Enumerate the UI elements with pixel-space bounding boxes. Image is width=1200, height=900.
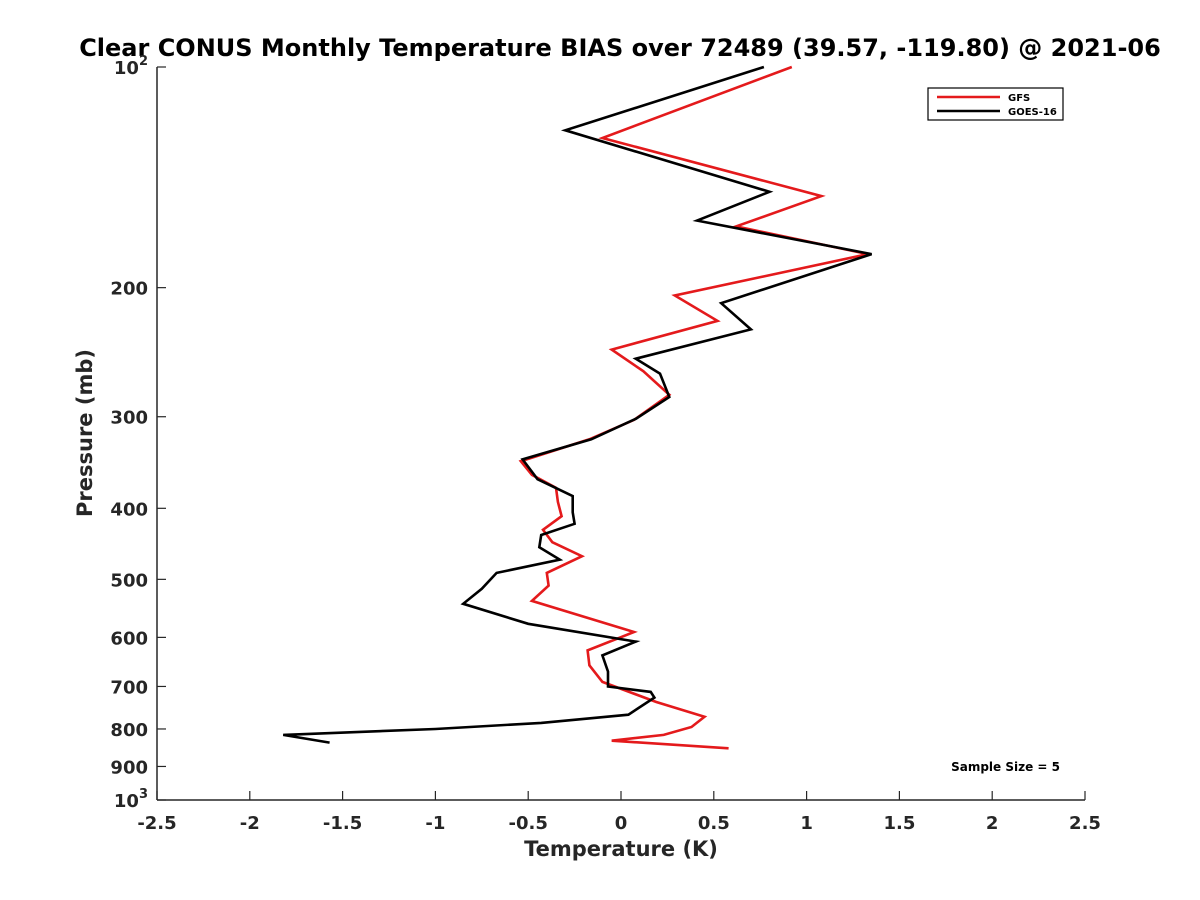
x-tick-label: 2	[986, 813, 999, 834]
y-tick-label: 102	[114, 54, 148, 79]
x-tick-label: -0.5	[509, 813, 548, 834]
legend: GFS GOES-16	[927, 87, 1064, 121]
y-tick-label: 400	[110, 499, 148, 520]
series-line-gfs	[518, 65, 869, 750]
x-tick-label: -1	[425, 813, 445, 834]
chart-title: Clear CONUS Monthly Temperature BIAS ove…	[79, 34, 1161, 62]
y-tick-label: 200	[110, 279, 148, 300]
y-tick-label: 500	[110, 570, 148, 591]
legend-entry: GOES-16	[1008, 107, 1057, 118]
y-tick-label: 300	[110, 408, 148, 429]
x-tick-label: 2.5	[1069, 813, 1101, 834]
y-axis-label: Pressure (mb)	[73, 349, 97, 517]
plot-lines	[282, 65, 873, 750]
x-tick-label: 1.5	[883, 813, 915, 834]
y-tick-label: 103	[114, 787, 148, 812]
x-tick-label: 0.5	[698, 813, 730, 834]
x-axis-label: Temperature (K)	[524, 837, 718, 861]
legend-entry: GFS	[1008, 93, 1030, 104]
legend-box	[927, 87, 1064, 121]
x-tick-label: -2	[240, 813, 260, 834]
x-tick-label: -2.5	[137, 813, 176, 834]
y-tick-label: 900	[110, 757, 148, 778]
sample-size-annotation: Sample Size = 5	[951, 760, 1060, 774]
y-tick-label: 600	[110, 628, 148, 649]
x-tick-label: 1	[800, 813, 813, 834]
y-axis-ticks: 102 200 300 400 500 600 700 800 900 103	[110, 54, 166, 812]
y-tick-label: 700	[110, 677, 148, 698]
y-tick-label: 800	[110, 720, 148, 741]
x-tick-label: -1.5	[323, 813, 362, 834]
x-axis-ticks: -2.5 -2 -1.5 -1 -0.5 0 0.5 1 1.5 2 2.5	[137, 791, 1101, 834]
x-tick-label: 0	[615, 813, 628, 834]
series-line-goes-16	[282, 65, 873, 744]
